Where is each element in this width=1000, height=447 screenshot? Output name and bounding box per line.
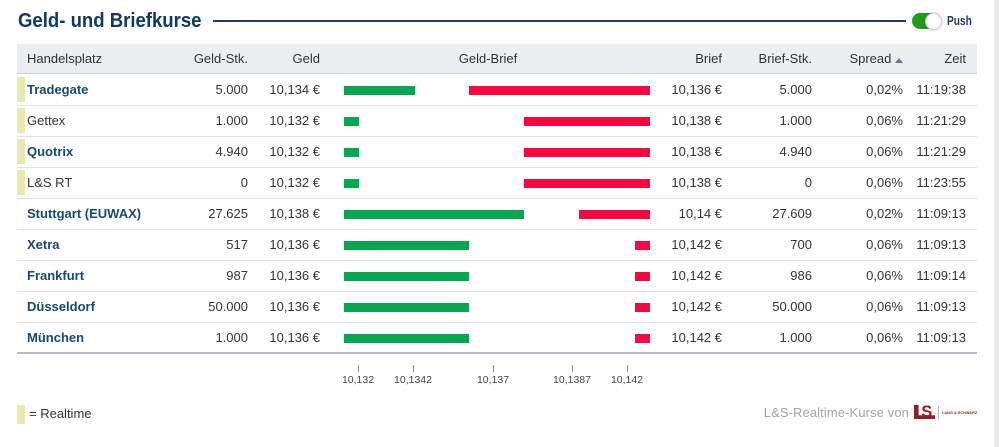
svg-text:S: S bbox=[921, 405, 932, 419]
